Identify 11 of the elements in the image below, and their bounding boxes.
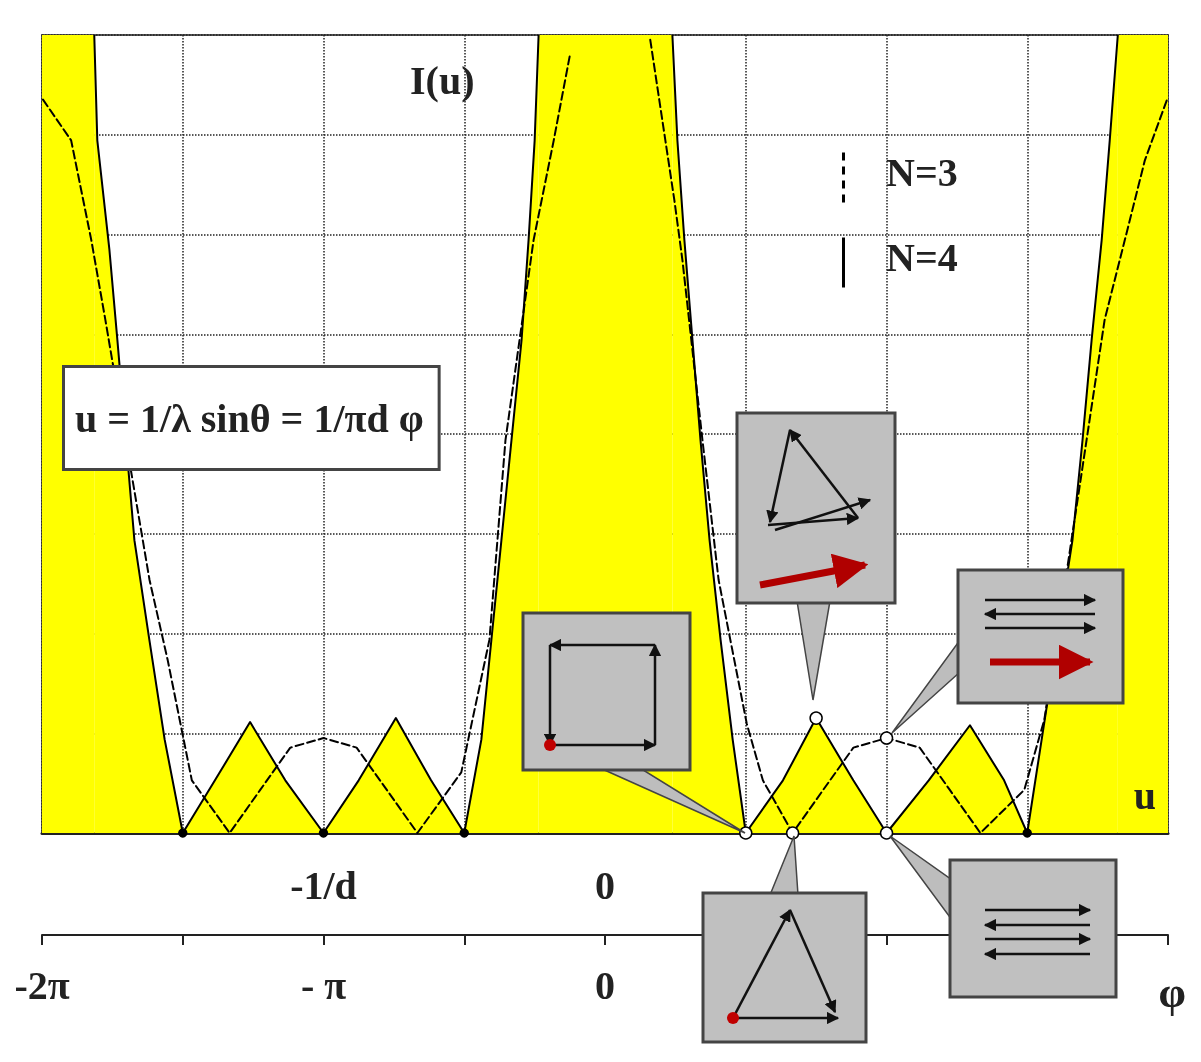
x-axis-title: φ bbox=[1158, 967, 1187, 1017]
legend-label: N=4 bbox=[886, 234, 958, 280]
x-tick-label: -2π bbox=[14, 962, 70, 1008]
x2-tick-label: 0 bbox=[595, 862, 615, 908]
annotation: u = 1/λ sinθ = 1/πd φ bbox=[75, 395, 424, 441]
x-tick-label: - π bbox=[300, 962, 347, 1008]
x-tick-label: 0 bbox=[595, 962, 615, 1008]
legend-label: N=3 bbox=[886, 149, 958, 195]
y-axis-title: I(u) bbox=[410, 57, 475, 103]
x2-tick-label: -1/d bbox=[290, 862, 357, 908]
x2-axis-title: u bbox=[1133, 772, 1156, 818]
